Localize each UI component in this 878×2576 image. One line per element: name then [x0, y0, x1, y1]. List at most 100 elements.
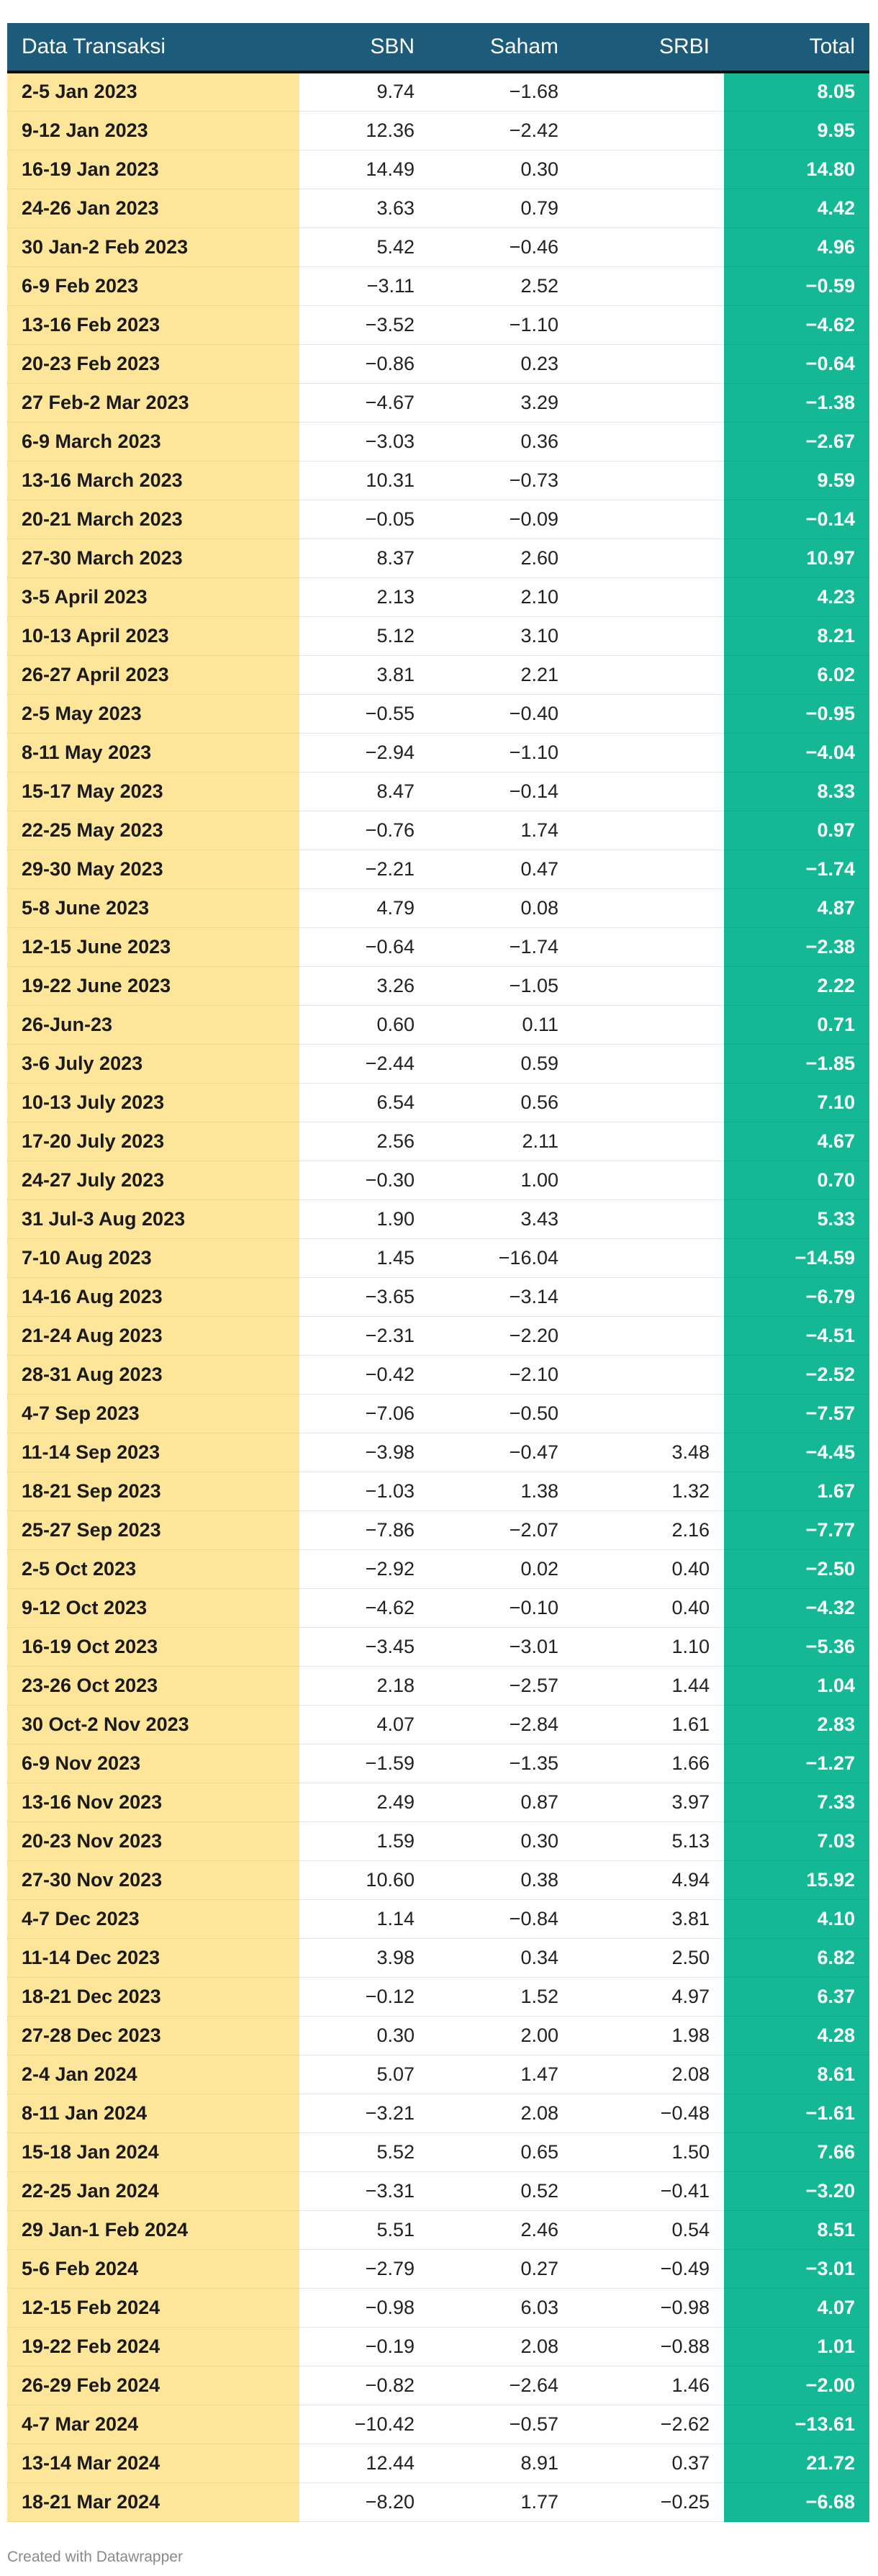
table-row: 9-12 Jan 2023 12.36 −2.42 9.95 [7, 111, 869, 150]
cell-sbn: 12.36 [299, 111, 429, 150]
cell-srbi [573, 1044, 724, 1084]
cell-date: 30 Oct-2 Nov 2023 [7, 1705, 299, 1744]
cell-date: 2-5 Oct 2023 [7, 1549, 299, 1589]
cell-date: 19-22 June 2023 [7, 966, 299, 1006]
cell-saham: −1.10 [429, 733, 573, 773]
cell-sbn: 4.07 [299, 1705, 429, 1744]
cell-total: 6.02 [724, 655, 869, 695]
cell-srbi [573, 266, 724, 306]
table-row: 3-5 April 2023 2.13 2.10 4.23 [7, 577, 869, 617]
cell-srbi: 3.81 [573, 1899, 724, 1939]
cell-total: 0.70 [724, 1161, 869, 1200]
cell-total: −2.00 [724, 2366, 869, 2405]
cell-srbi: −2.62 [573, 2405, 724, 2444]
table-row: 8-11 Jan 2024 −3.21 2.08 −0.48 −1.61 [7, 2094, 869, 2133]
cell-saham: −0.47 [429, 1433, 573, 1472]
table-row: 15-18 Jan 2024 5.52 0.65 1.50 7.66 [7, 2133, 869, 2172]
cell-srbi: 1.61 [573, 1705, 724, 1744]
cell-srbi [573, 1238, 724, 1278]
cell-sbn: −10.42 [299, 2405, 429, 2444]
cell-srbi [573, 111, 724, 150]
column-header-sbn[interactable]: SBN [299, 23, 429, 73]
cell-sbn: 5.12 [299, 616, 429, 656]
cell-total: 6.82 [724, 1938, 869, 1978]
cell-total: −0.95 [724, 694, 869, 734]
cell-sbn: −0.12 [299, 1977, 429, 2017]
cell-total: 9.95 [724, 111, 869, 150]
cell-total: −0.14 [724, 500, 869, 539]
table-row: 25-27 Sep 2023 −7.86 −2.07 2.16 −7.77 [7, 1510, 869, 1550]
cell-saham: −0.09 [429, 500, 573, 539]
cell-srbi: −0.25 [573, 2482, 724, 2522]
cell-sbn: −0.76 [299, 811, 429, 850]
cell-total: 8.21 [724, 616, 869, 656]
cell-srbi: 1.66 [573, 1744, 724, 1783]
table-row: 2-5 May 2023 −0.55 −0.40 −0.95 [7, 694, 869, 734]
cell-total: 4.67 [724, 1122, 869, 1161]
cell-total: 8.51 [724, 2210, 869, 2250]
cell-total: 1.01 [724, 2327, 869, 2366]
column-header-total[interactable]: Total [724, 23, 869, 73]
cell-saham: 8.91 [429, 2444, 573, 2483]
cell-srbi [573, 1316, 724, 1356]
cell-sbn: −3.03 [299, 422, 429, 461]
cell-srbi: 3.48 [573, 1433, 724, 1472]
cell-srbi: 4.94 [573, 1860, 724, 1900]
cell-sbn: 4.79 [299, 888, 429, 928]
cell-total: 8.61 [724, 2055, 869, 2094]
cell-saham: 0.27 [429, 2249, 573, 2289]
cell-saham: 0.11 [429, 1005, 573, 1045]
table-row: 27-28 Dec 2023 0.30 2.00 1.98 4.28 [7, 2016, 869, 2055]
cell-saham: −3.01 [429, 1627, 573, 1667]
column-header-date[interactable]: Data Transaksi [7, 23, 299, 73]
table-row: 20-21 March 2023 −0.05 −0.09 −0.14 [7, 500, 869, 539]
cell-date: 13-16 March 2023 [7, 461, 299, 500]
column-header-saham[interactable]: Saham [429, 23, 573, 73]
column-header-srbi[interactable]: SRBI [573, 23, 724, 73]
cell-saham: 2.52 [429, 266, 573, 306]
cell-srbi: 2.16 [573, 1510, 724, 1550]
table-row: 5-8 June 2023 4.79 0.08 4.87 [7, 888, 869, 928]
cell-date: 18-21 Dec 2023 [7, 1977, 299, 2017]
cell-total: 4.96 [724, 228, 869, 267]
table-row: 7-10 Aug 2023 1.45 −16.04 −14.59 [7, 1238, 869, 1278]
cell-saham: −1.68 [429, 72, 573, 112]
cell-saham: −2.64 [429, 2366, 573, 2405]
cell-srbi: −0.48 [573, 2094, 724, 2133]
cell-total: −2.38 [724, 927, 869, 967]
cell-date: 26-27 April 2023 [7, 655, 299, 695]
cell-sbn: −3.21 [299, 2094, 429, 2133]
cell-sbn: −8.20 [299, 2482, 429, 2522]
cell-total: 10.97 [724, 539, 869, 578]
cell-date: 16-19 Oct 2023 [7, 1627, 299, 1667]
cell-date: 11-14 Dec 2023 [7, 1938, 299, 1978]
cell-sbn: 1.90 [299, 1199, 429, 1239]
cell-srbi [573, 383, 724, 423]
cell-saham: 0.30 [429, 1821, 573, 1861]
cell-srbi [573, 1355, 724, 1395]
cell-total: 5.33 [724, 1199, 869, 1239]
cell-sbn: 5.52 [299, 2133, 429, 2172]
table-row: 18-21 Mar 2024 −8.20 1.77 −0.25 −6.68 [7, 2482, 869, 2522]
table-row: 26-Jun-23 0.60 0.11 0.71 [7, 1005, 869, 1045]
cell-total: −1.74 [724, 850, 869, 889]
cell-sbn: −3.45 [299, 1627, 429, 1667]
cell-date: 27 Feb-2 Mar 2023 [7, 383, 299, 423]
table-row: 20-23 Feb 2023 −0.86 0.23 −0.64 [7, 344, 869, 384]
cell-sbn: −7.06 [299, 1394, 429, 1433]
table-row: 18-21 Dec 2023 −0.12 1.52 4.97 6.37 [7, 1977, 869, 2017]
cell-saham: 1.77 [429, 2482, 573, 2522]
cell-date: 27-28 Dec 2023 [7, 2016, 299, 2055]
cell-sbn: −0.05 [299, 500, 429, 539]
cell-saham: −0.84 [429, 1899, 573, 1939]
cell-sbn: 3.26 [299, 966, 429, 1006]
cell-sbn: 2.56 [299, 1122, 429, 1161]
cell-date: 18-21 Sep 2023 [7, 1472, 299, 1511]
cell-total: −7.57 [724, 1394, 869, 1433]
cell-total: −14.59 [724, 1238, 869, 1278]
cell-srbi [573, 694, 724, 734]
cell-saham: −0.73 [429, 461, 573, 500]
cell-sbn: −0.64 [299, 927, 429, 967]
cell-srbi [573, 616, 724, 656]
cell-srbi: 1.50 [573, 2133, 724, 2172]
